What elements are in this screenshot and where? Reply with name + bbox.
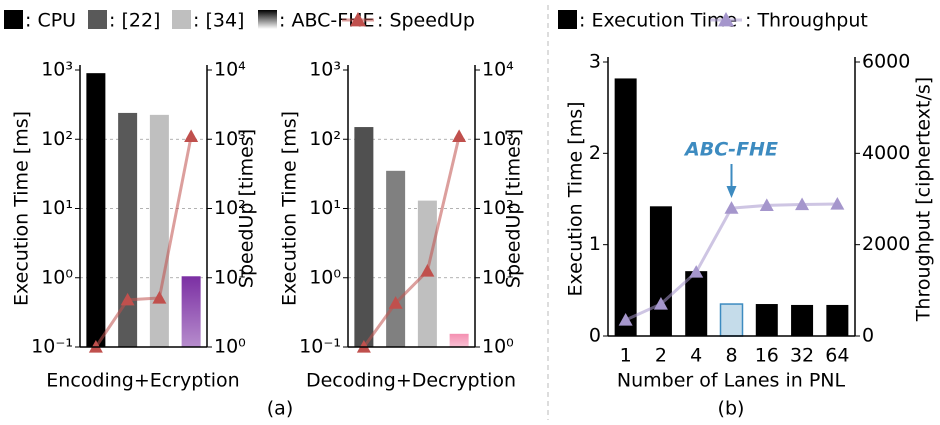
caption: (b) <box>718 398 745 420</box>
legend-label: : [22] <box>109 10 160 32</box>
y2-tick-label: 10¹ <box>482 266 514 288</box>
y-tick-label: 1 <box>589 233 601 255</box>
marker <box>689 265 704 278</box>
line <box>362 136 461 348</box>
marker <box>830 197 845 210</box>
y-tick-label: 10¹ <box>41 197 73 219</box>
legend-label: : CPU <box>25 10 76 32</box>
x-axis-label: Encoding+Ecryption <box>46 370 239 392</box>
legend-swatch <box>88 10 107 29</box>
y-tick-label: 10⁰ <box>41 266 73 288</box>
y-tick-label: 10² <box>41 128 73 150</box>
marker <box>184 129 199 142</box>
marker <box>759 198 774 211</box>
y2-tick-label: 10² <box>214 197 246 219</box>
line <box>94 136 193 348</box>
marker <box>795 197 810 211</box>
y-axis-label: Execution Time [ms] <box>279 111 301 306</box>
y2-axis-label: SpeedUp [times] <box>503 129 525 288</box>
marker <box>388 296 403 309</box>
bar <box>149 114 169 347</box>
legend-label: : [34] <box>193 10 244 32</box>
y2-tick-label: 10² <box>482 197 514 219</box>
legend-swatch <box>4 10 23 29</box>
bar <box>118 112 138 347</box>
y-axis-label: Execution Time [ms] <box>565 101 587 296</box>
marker <box>120 292 135 306</box>
bar <box>755 304 778 336</box>
x-tick-label: 1 <box>620 345 632 367</box>
bar <box>719 303 744 337</box>
y2-tick-label: 10⁰ <box>214 336 246 358</box>
y2-axis-label: SpeedUp [times] <box>236 129 258 288</box>
y2-tick-label: 2000 <box>862 233 910 255</box>
x-tick-label: 16 <box>755 345 779 367</box>
caption: (a) <box>267 398 293 420</box>
x-tick-label: 2 <box>655 345 667 367</box>
y2-tick-label: 10³ <box>214 128 246 150</box>
y-tick-label: 10⁻¹ <box>299 336 341 358</box>
x-tick-label: 64 <box>825 345 849 367</box>
x-tick-label: 8 <box>725 345 737 367</box>
y-tick-label: 10² <box>309 128 341 150</box>
marker <box>618 313 633 326</box>
marker <box>724 201 739 214</box>
marker <box>152 291 167 304</box>
y2-tick-label: 10¹ <box>214 266 246 288</box>
bar <box>354 127 374 347</box>
y2-tick-label: 10⁴ <box>482 59 514 81</box>
y-tick-label: 10¹ <box>309 197 341 219</box>
y2-axis-label: Throughput [ciphertext/s] <box>913 77 935 322</box>
y2-tick-label: 10⁰ <box>482 336 514 358</box>
legend-label: : Execution Time <box>579 10 737 32</box>
bar <box>614 78 637 336</box>
y-tick-label: 10³ <box>309 59 341 81</box>
y-tick-label: 10³ <box>41 59 73 81</box>
legend-label: : SpeedUp <box>377 10 475 32</box>
annotation: ABC-FHE <box>683 139 778 161</box>
y-tick-label: 3 <box>589 51 601 73</box>
bar <box>649 206 672 336</box>
arrow-head <box>726 186 737 198</box>
x-tick-label: 32 <box>790 345 814 367</box>
bar <box>826 304 849 336</box>
x-axis-label: Number of Lanes in PNL <box>617 370 846 392</box>
y-tick-label: 2 <box>589 142 601 164</box>
legend-swatch <box>558 10 577 29</box>
y2-tick-label: 10⁴ <box>214 59 246 81</box>
y2-tick-label: 10³ <box>482 128 514 150</box>
marker <box>653 297 668 310</box>
x-axis-label: Decoding+Decryption <box>306 370 516 392</box>
marker <box>452 129 467 142</box>
legend-label: : Throughput <box>745 10 868 32</box>
y2-tick-label: 4000 <box>862 142 910 164</box>
legend-marker <box>350 12 366 27</box>
bar <box>181 276 201 347</box>
y-tick-label: 10⁻¹ <box>31 336 73 358</box>
legend-swatch <box>258 10 277 29</box>
bar <box>791 304 814 336</box>
bar <box>386 170 406 347</box>
legend-swatch <box>172 10 191 29</box>
bar <box>685 271 708 336</box>
x-tick-label: 4 <box>690 345 702 367</box>
y2-tick-label: 0 <box>862 325 874 347</box>
y2-tick-label: 6000 <box>862 51 910 73</box>
marker <box>420 264 435 277</box>
bar <box>86 73 106 348</box>
bar <box>449 333 469 347</box>
legend-marker <box>718 12 734 27</box>
y-tick-label: 10⁰ <box>309 266 341 288</box>
y-axis-label: Execution Time [ms] <box>11 111 33 306</box>
y-tick-label: 0 <box>589 325 601 347</box>
